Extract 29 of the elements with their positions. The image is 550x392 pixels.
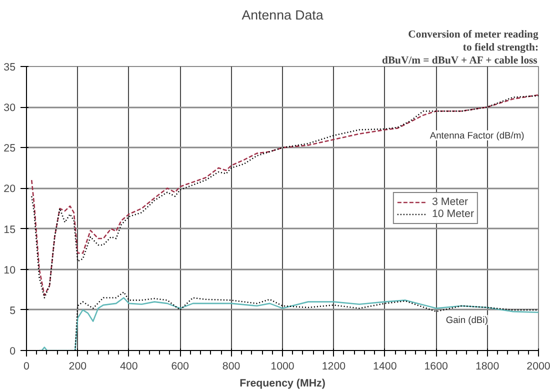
y-tick-label: 15: [4, 224, 16, 236]
x-tick-label: 1400: [373, 360, 397, 372]
x-tick-label: 0: [24, 360, 30, 372]
text: dBuV/m = dBuV + AF + cable loss: [382, 56, 538, 66]
legend-label: 3 Meter: [432, 196, 468, 208]
x-tick-label: 200: [68, 360, 87, 372]
y-tick-label: 20: [4, 183, 16, 196]
y-tick-label: 5: [10, 304, 16, 317]
annotation: Gain (dBi): [446, 314, 488, 325]
line-series: [38, 297, 538, 350]
x-tick-label: 600: [171, 360, 190, 372]
text: Conversion of meter reading: [408, 30, 539, 40]
legend-label: 10 Meter: [432, 208, 474, 220]
x-tick-label: 1000: [270, 360, 294, 372]
x-tick-label: 800: [222, 360, 240, 372]
y-tick-label: 25: [4, 142, 16, 155]
annotation: Antenna Factor (dB/m): [430, 130, 524, 140]
x-tick-label: 400: [120, 360, 138, 372]
y-tick-label: 30: [4, 102, 16, 114]
x-axis-title: Frequency (MHz): [240, 378, 326, 390]
text: to field strength:: [462, 42, 539, 54]
chart-title: Antenna Data: [242, 8, 324, 22]
y-tick-label: 35: [4, 62, 16, 74]
x-tick-label: 2000: [526, 360, 550, 372]
y-tick-label: 0: [10, 346, 16, 358]
x-tick-label: 1600: [424, 360, 448, 372]
y-tick-label: 10: [4, 264, 16, 276]
x-tick-label: 1200: [322, 360, 346, 372]
x-tick-label: 1800: [475, 360, 500, 372]
